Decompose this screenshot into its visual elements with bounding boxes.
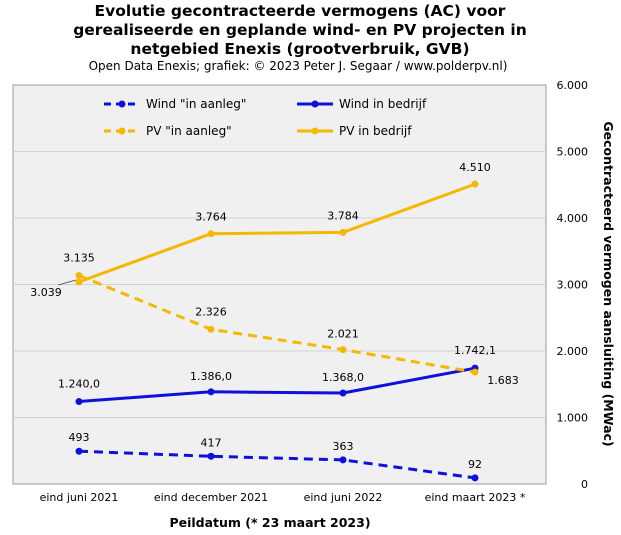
- data-label-wind-in-bedrijf: 1.742,1: [454, 344, 496, 357]
- data-point-pv-in-bedrijf: [75, 278, 83, 286]
- data-point-wind-in-bedrijf: [207, 388, 215, 396]
- legend-label-pv-in-aanleg: PV "in aanleg": [146, 124, 232, 138]
- data-point-pv-in-bedrijf: [471, 180, 479, 188]
- chart-title-line-1: Evolutie gecontracteerde vermogens (AC) …: [95, 2, 506, 20]
- y-axis-title: Gecontracteerd vermogen aansluiting (MWa…: [601, 121, 616, 446]
- y-tick-label: 4.000: [557, 212, 589, 225]
- x-tick-label: eind december 2021: [154, 491, 268, 504]
- legend-marker-wind-in-aanleg: [118, 100, 126, 108]
- y-tick-label: 3.000: [557, 279, 589, 292]
- data-label-pv-in-bedrijf: 3.784: [327, 209, 359, 222]
- x-tick-label: eind juni 2022: [304, 491, 383, 504]
- data-label-wind-in-aanleg: 417: [201, 436, 222, 449]
- data-point-wind-in-bedrijf: [339, 389, 347, 397]
- label-leader-line: [57, 279, 77, 286]
- x-axis-title: Peildatum (* 23 maart 2023): [169, 515, 370, 530]
- data-label-pv-in-aanleg: 2.326: [195, 305, 227, 318]
- data-label-wind-in-aanleg: 363: [333, 440, 354, 453]
- legend-label-wind-in-aanleg: Wind "in aanleg": [146, 97, 246, 111]
- legend-marker-pv-in-aanleg: [118, 127, 126, 135]
- data-label-pv-in-aanleg: 3.135: [63, 252, 95, 265]
- y-tick-label: 0: [581, 478, 588, 491]
- chart-title-line-3: netgebied Enexis (grootverbruik, GVB): [130, 40, 469, 58]
- legend-label-wind-in-bedrijf: Wind in bedrijf: [339, 97, 427, 111]
- data-point-wind-in-aanleg: [207, 452, 215, 460]
- grid-lines: [13, 151, 546, 418]
- data-label-wind-in-bedrijf: 1.240,0: [58, 378, 100, 391]
- data-point-wind-in-aanleg: [339, 456, 347, 464]
- data-label-pv-in-bedrijf: 3.039: [30, 286, 62, 299]
- legend: Wind "in aanleg" Wind in bedrijf PV "in aa…: [104, 97, 427, 138]
- data-point-pv-in-aanleg: [207, 325, 215, 333]
- series-layer: [75, 180, 479, 482]
- y-tick-labels: 0 1.000 2.000 3.000 4.000 5.000 6.000: [557, 79, 589, 491]
- legend-marker-wind-in-bedrijf: [311, 100, 319, 108]
- data-label-wind-in-bedrijf: 1.368,0: [322, 371, 364, 384]
- series-line-wind-in-bedrijf: [78, 366, 476, 403]
- data-point-wind-in-bedrijf: [75, 398, 83, 406]
- x-tick-label: eind maart 2023 *: [425, 491, 526, 504]
- chart-subtitle: Open Data Enexis; grafiek: © 2023 Peter …: [89, 59, 508, 73]
- data-point-pv-in-bedrijf: [339, 228, 347, 236]
- data-point-pv-in-aanleg: [75, 272, 83, 280]
- chart-title-line-2: gerealiseerde en geplande wind- en PV pr…: [73, 21, 527, 39]
- data-point-wind-in-aanleg: [471, 474, 479, 482]
- series-line-pv-in-bedrijf: [78, 182, 476, 284]
- data-label-wind-in-aanleg: 92: [468, 458, 482, 471]
- data-labels: 493 417 363 92 1.240,0 1.386,0 1.368,0 1.742,1 3…: [30, 161, 519, 471]
- y-tick-label: 6.000: [557, 79, 589, 92]
- y-tick-label: 1.000: [557, 412, 589, 425]
- data-label-pv-in-bedrijf: 4.510: [459, 161, 491, 174]
- x-tick-label: eind juni 2021: [40, 491, 119, 504]
- series-line-wind-in-aanleg: [78, 449, 476, 480]
- data-label-pv-in-bedrijf: 3.764: [195, 211, 227, 224]
- legend-marker-pv-in-bedrijf: [311, 127, 319, 135]
- legend-label-pv-in-bedrijf: PV in bedrijf: [339, 124, 412, 138]
- data-label-pv-in-aanleg: 1.683: [487, 374, 519, 387]
- x-tick-labels: eind juni 2021 eind december 2021 eind jun…: [40, 491, 526, 504]
- data-label-wind-in-bedrijf: 1.386,0: [190, 370, 232, 383]
- data-point-pv-in-aanleg: [471, 368, 479, 376]
- data-label-pv-in-aanleg: 2.021: [327, 328, 359, 341]
- data-point-pv-in-aanleg: [339, 346, 347, 354]
- data-point-pv-in-bedrijf: [207, 230, 215, 238]
- data-label-wind-in-aanleg: 493: [69, 431, 90, 444]
- y-tick-label: 5.000: [557, 146, 589, 159]
- y-tick-label: 2.000: [557, 345, 589, 358]
- data-point-wind-in-aanleg: [75, 447, 83, 455]
